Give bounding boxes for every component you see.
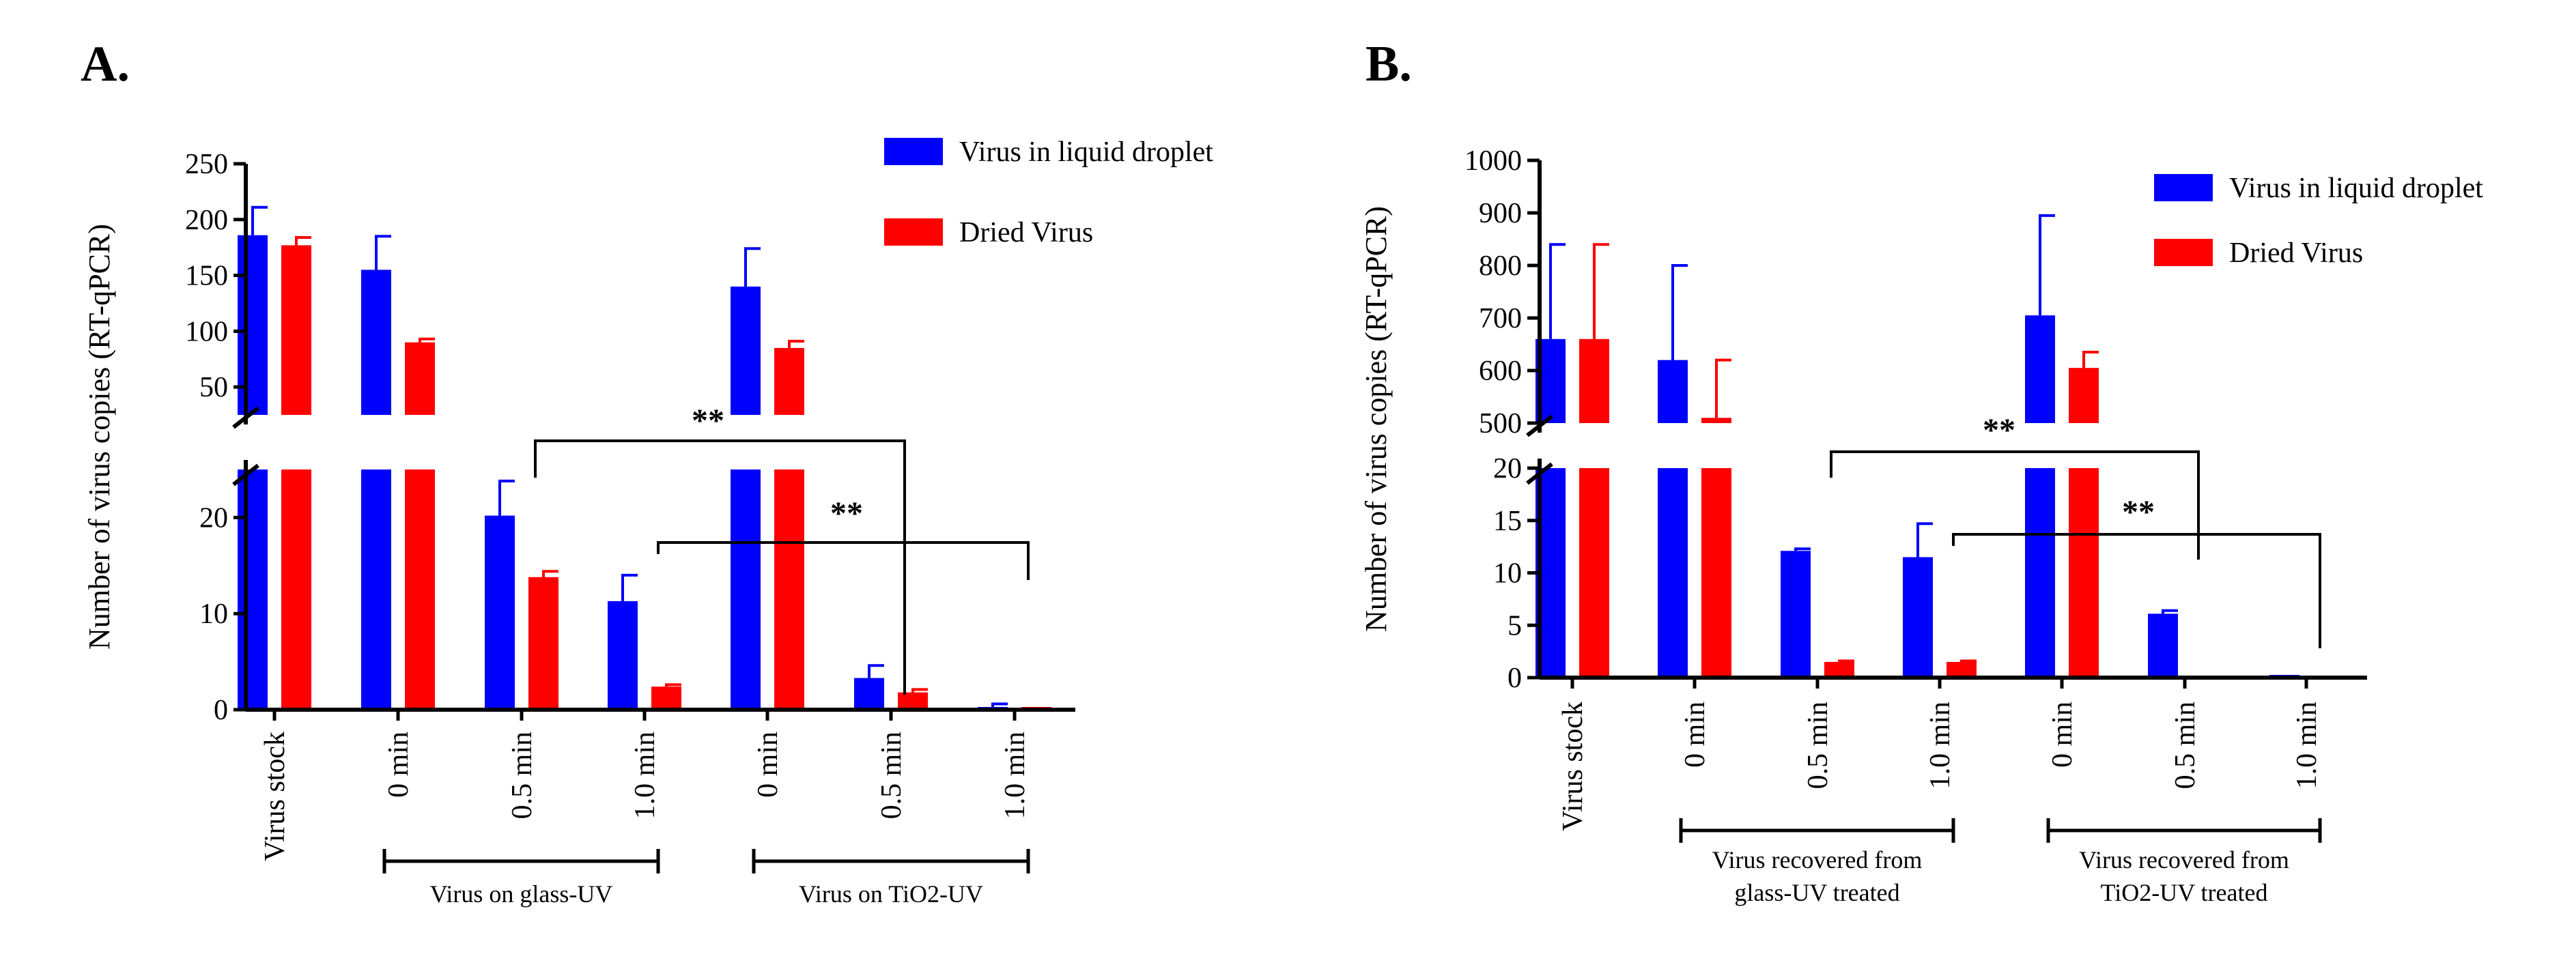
y-tick-label: 200 (185, 205, 228, 236)
y-axis-title: Number of virus copies (RT-qPCR) (1359, 206, 1393, 632)
y-tick-label: 0 (214, 695, 228, 726)
axis-break-mark (1526, 462, 1553, 485)
y-tick-label: 500 (1479, 408, 1522, 439)
x-tick-label: 0 min (2047, 702, 2078, 768)
bar-dried (651, 686, 681, 710)
bar-dried (898, 692, 928, 710)
axis-break-mark (232, 406, 259, 429)
x-tick-label: 0 min (752, 732, 784, 798)
bar-dried (1947, 661, 1977, 678)
bar-liquid-lower (238, 469, 268, 710)
y-tick-label: 800 (1479, 250, 1522, 282)
group-label: Virus recovered from (1712, 846, 1923, 873)
bar-dried-lower (405, 469, 435, 710)
y-tick-label: 1000 (1464, 145, 1522, 177)
bar-liquid-lower (2025, 468, 2055, 678)
significance-marker: ** (1983, 412, 2015, 448)
group-label: Virus recovered from (2079, 846, 2289, 873)
bar-liquid (1903, 557, 1933, 678)
bar-dried-lower (2069, 468, 2099, 678)
panel-label: B. (1365, 36, 1412, 92)
bar-dried-lower (1701, 468, 1731, 678)
group-label: Virus on glass-UV (430, 880, 613, 908)
bar-dried (405, 342, 435, 415)
bar-liquid (1781, 551, 1811, 678)
y-tick-label: 900 (1479, 198, 1522, 229)
x-tick-label: 0.5 min (1802, 702, 1834, 789)
bar-liquid (2025, 315, 2055, 423)
y-tick-label: 700 (1479, 303, 1522, 334)
legend-label: Dried Virus (2229, 237, 2363, 269)
x-tick-label: 1.0 min (1000, 732, 1031, 819)
y-tick-label: 5 (1508, 610, 1522, 641)
axis-break-mark (232, 463, 259, 487)
bar-liquid (608, 601, 638, 710)
bar-liquid (854, 678, 884, 710)
y-tick-label: 250 (185, 149, 228, 180)
x-tick-label: 0.5 min (2170, 702, 2201, 789)
y-tick-label: 20 (199, 502, 228, 534)
legend-swatch (2154, 174, 2213, 201)
y-tick-label: 10 (1493, 558, 1522, 590)
significance-marker: ** (830, 495, 863, 532)
y-axis-title: Number of virus copies (RT-qPCR) (83, 224, 116, 650)
bar-liquid (731, 286, 761, 415)
x-tick-label: 1.0 min (629, 732, 661, 819)
significance-bracket (1830, 450, 2200, 560)
bar-liquid (485, 515, 515, 710)
y-tick-label: 20 (1493, 453, 1522, 485)
x-tick-label: 1.0 min (2291, 702, 2323, 789)
bar-liquid-lower (731, 469, 761, 710)
x-tick-label: 0 min (383, 732, 414, 798)
x-tick-label: Virus stock (259, 732, 291, 861)
bar-liquid (1658, 360, 1688, 423)
significance-marker: ** (692, 403, 724, 439)
bar-dried (1579, 338, 1609, 423)
y-tick-label: 150 (185, 261, 228, 292)
group-label: TiO2-UV treated (2101, 879, 2268, 906)
legend-label: Virus in liquid droplet (2229, 173, 2483, 204)
legend-swatch (2154, 239, 2213, 266)
axis-break-mark (1526, 414, 1553, 437)
bar-dried-lower (774, 469, 804, 710)
legend-label: Dried Virus (959, 217, 1093, 248)
bar-liquid (238, 235, 268, 415)
y-tick-label: 0 (1508, 663, 1522, 694)
group-label: Virus on TiO2-UV (799, 880, 983, 908)
group-label: glass-UV treated (1734, 879, 1899, 906)
bar-dried (1701, 418, 1731, 423)
bar-liquid-lower (361, 469, 391, 710)
significance-bracket (1952, 533, 2321, 648)
y-tick-label: 100 (185, 316, 228, 347)
x-tick-label: 0.5 min (876, 732, 907, 819)
significance-bracket (657, 541, 1030, 580)
bar-dried (1824, 661, 1854, 678)
bar-dried (528, 577, 558, 710)
bar-liquid (2148, 613, 2178, 678)
significance-bracket (534, 439, 906, 695)
x-tick-label: Virus stock (1557, 702, 1589, 831)
x-tick-label: 0.5 min (507, 732, 538, 819)
bar-dried (281, 245, 311, 415)
legend-swatch (884, 218, 943, 246)
legend-swatch (884, 138, 943, 165)
x-tick-label: 0 min (1680, 702, 1711, 768)
bar-liquid (361, 270, 391, 415)
panel-a: A. 0 10 20 50 100 150 200 250 Number of virus cop… (81, 36, 1213, 908)
y-tick-label: 600 (1479, 356, 1522, 387)
y-tick-label: 15 (1493, 506, 1522, 537)
bar-liquid-lower (1658, 468, 1688, 678)
x-tick-label: 1.0 min (1925, 702, 1956, 789)
y-tick-label: 10 (199, 598, 228, 630)
panel-b: B. 0 5 10 15 20 500 600 700 800 900 1000 Number of v… (1359, 36, 2483, 906)
bar-dried-lower (1579, 468, 1609, 678)
significance-marker: ** (2122, 494, 2155, 530)
bar-dried (774, 347, 804, 415)
y-tick-label: 50 (199, 372, 228, 403)
legend-label: Virus in liquid droplet (959, 136, 1213, 168)
bar-dried-lower (281, 469, 311, 710)
panel-label: A. (81, 36, 130, 92)
bar-dried (2069, 368, 2099, 423)
